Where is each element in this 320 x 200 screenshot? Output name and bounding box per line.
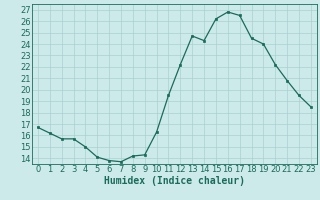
X-axis label: Humidex (Indice chaleur): Humidex (Indice chaleur) (104, 176, 245, 186)
